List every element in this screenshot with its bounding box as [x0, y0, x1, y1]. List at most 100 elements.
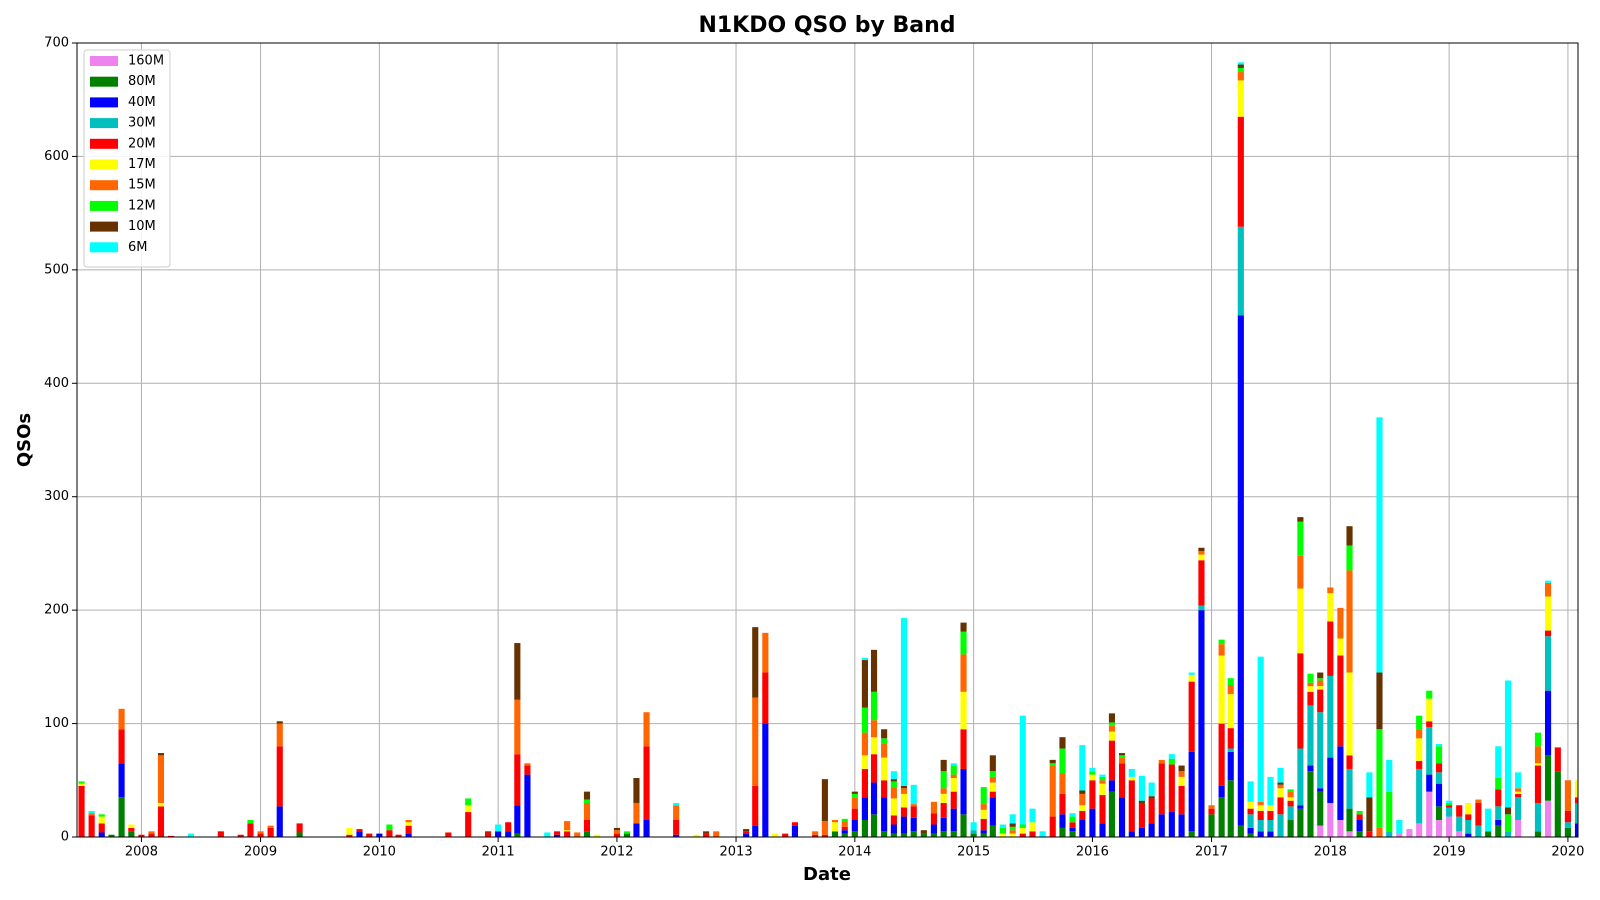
bar-segment: [524, 763, 531, 766]
bar-segment: [1218, 797, 1225, 837]
bar-segment: [1237, 64, 1244, 68]
bar-segment: [1277, 784, 1284, 789]
bar-segment: [960, 768, 967, 815]
bar-segment: [1435, 806, 1443, 820]
bar-segment: [1079, 745, 1086, 791]
bar-segment: [1108, 740, 1116, 781]
bar-segment: [1188, 751, 1195, 832]
bar-segment: [1287, 800, 1294, 807]
bar-segment: [1435, 783, 1443, 807]
x-tick-label: 2020: [1551, 845, 1584, 860]
legend-label: 12M: [128, 198, 156, 213]
bar-segment: [812, 831, 819, 835]
bar-segment: [217, 831, 224, 837]
bar-segment: [940, 771, 947, 789]
bar-segment: [1148, 782, 1155, 797]
bar-segment: [881, 797, 888, 832]
bar-segment: [1416, 768, 1423, 824]
bar-segment: [1376, 729, 1383, 828]
bar-segment: [1564, 810, 1571, 823]
bar-segment: [841, 833, 848, 837]
bar-segment: [1297, 748, 1304, 806]
bar-segment: [950, 763, 957, 766]
bar-segment: [1267, 805, 1274, 811]
bar-segment: [870, 754, 878, 783]
bar-segment: [445, 832, 452, 837]
bar-segment: [1346, 570, 1353, 673]
bar-segment: [1287, 806, 1294, 820]
bar-segment: [505, 831, 512, 837]
bar-segment: [1346, 526, 1353, 546]
bar-segment: [1287, 789, 1294, 792]
legend-swatch: [90, 138, 118, 149]
bar-segment: [1317, 791, 1324, 826]
x-axis-label: Date: [803, 864, 851, 885]
bar-segment: [564, 821, 571, 831]
bar-segment: [831, 831, 839, 837]
bar-segment: [1118, 763, 1126, 798]
bar-segment: [752, 627, 759, 698]
bar-segment: [1297, 521, 1304, 556]
bar-segment: [257, 833, 264, 837]
legend-swatch: [90, 118, 118, 129]
y-tick-label: 400: [44, 376, 69, 391]
bar-segment: [752, 825, 759, 837]
bar-segment: [1426, 721, 1433, 727]
bar-segment: [743, 831, 750, 834]
bar-segment: [613, 827, 620, 831]
bar-segment: [1247, 781, 1254, 802]
bar-segment: [118, 708, 125, 730]
y-tick-label: 100: [44, 716, 69, 731]
bar-segment: [1534, 746, 1542, 764]
bar-segment: [128, 831, 135, 837]
bar-segment: [870, 720, 878, 738]
bar-segment: [465, 805, 472, 813]
bar-segment: [1456, 831, 1463, 837]
bar-segment: [1049, 816, 1056, 837]
bar-segment: [1089, 767, 1096, 772]
bar-segment: [1128, 831, 1135, 837]
bar-segment: [1247, 833, 1254, 837]
bar-segment: [881, 738, 888, 744]
bar-segment: [960, 654, 967, 692]
bar-segment: [960, 622, 967, 632]
bar-segment: [1416, 738, 1423, 762]
bar-segment: [1396, 819, 1403, 834]
bar-segment: [1435, 763, 1443, 773]
bar-segment: [950, 778, 957, 792]
bar-segment: [1089, 780, 1096, 809]
bar-segment: [1515, 797, 1522, 820]
bar-segment: [1564, 822, 1571, 828]
bar-segment: [148, 833, 155, 837]
bar-segment: [870, 737, 878, 755]
bar-segment: [1366, 772, 1373, 798]
bar-segment: [1346, 808, 1353, 832]
bar-segment: [1257, 805, 1264, 811]
bar-segment: [1019, 824, 1026, 828]
bar-segment: [1287, 797, 1294, 801]
bar-segment: [1089, 774, 1096, 781]
y-axis-label: QSOs: [14, 413, 35, 467]
bar-segment: [1554, 771, 1561, 837]
bar-segment: [999, 833, 1006, 837]
bar-segment: [484, 832, 492, 837]
bar-segment: [1534, 765, 1542, 803]
bar-segment: [900, 807, 908, 817]
bar-segment: [870, 814, 878, 837]
x-tick-label: 2012: [600, 845, 633, 860]
bar-segment: [1495, 819, 1502, 826]
bar-segment: [1435, 772, 1443, 784]
bar-segment: [1446, 816, 1453, 837]
bar-segment: [613, 833, 620, 837]
bar-segment: [851, 819, 858, 832]
bar-segment: [505, 822, 512, 832]
bar-segment: [1426, 698, 1433, 722]
bar-segment: [940, 788, 947, 794]
bar-segment: [1009, 823, 1016, 827]
x-tick-label: 2014: [838, 845, 871, 860]
bar-segment: [1544, 800, 1552, 837]
y-tick-label: 700: [44, 36, 69, 51]
bar-segment: [1465, 819, 1472, 834]
bar-segment: [1009, 814, 1016, 824]
legend-label: 160M: [128, 54, 164, 69]
